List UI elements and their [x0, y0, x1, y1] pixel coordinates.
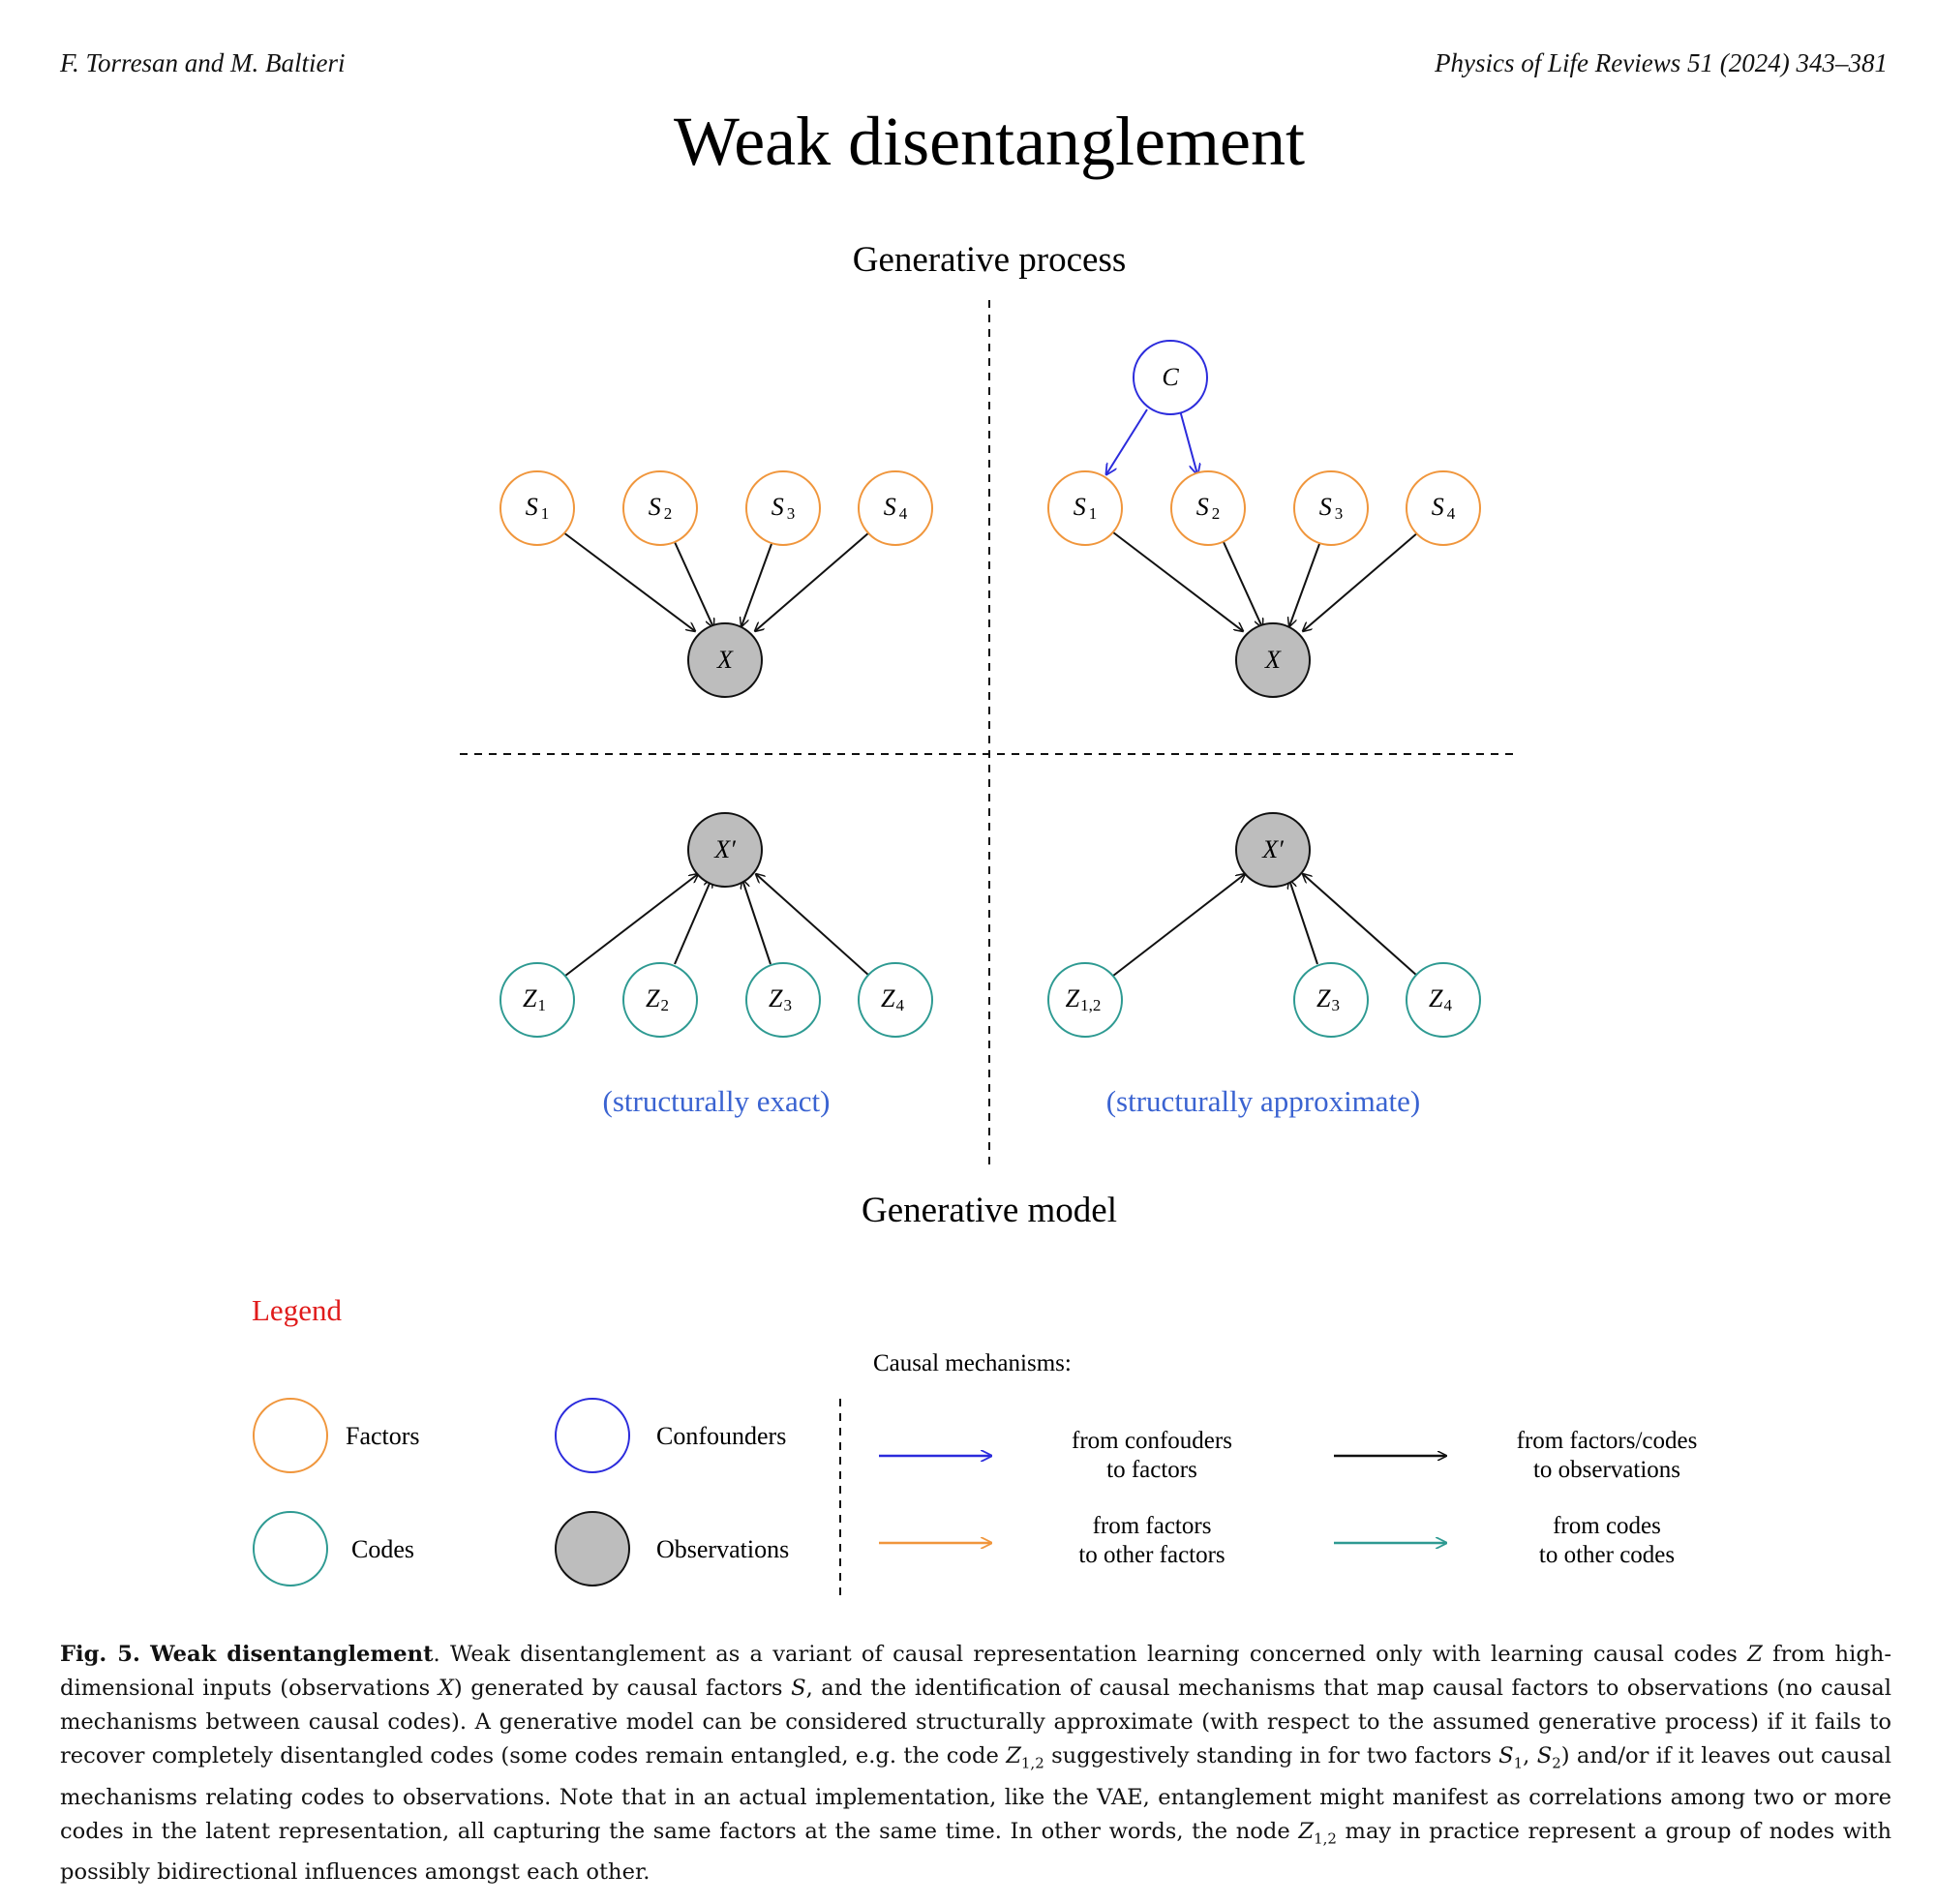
code-node-z3-right: Z3: [1293, 962, 1369, 1038]
panel-model-left: X′ Z1 Z2 Z3 Z4 (structurally exact): [499, 812, 933, 1118]
svg-text:S3: S3: [771, 493, 796, 523]
legend-m3-line1: from factors: [1093, 1513, 1212, 1539]
generative-model-label: Generative model: [862, 1191, 1117, 1230]
confounder-node-c: C: [1133, 340, 1208, 415]
svg-text:X: X: [1264, 646, 1282, 674]
running-header-authors: F. Torresan and M. Baltieri: [60, 48, 346, 77]
structurally-exact-label: (structurally exact): [603, 1084, 831, 1118]
figure-title: Weak disentanglement: [674, 103, 1305, 180]
svg-text:Z3: Z3: [1316, 984, 1340, 1014]
legend-confounders-label: Confounders: [656, 1422, 786, 1450]
panel-model-right: X′ Z1,2 Z3 Z4 (structurally approximate): [1047, 812, 1481, 1118]
edge-z2-xp: [674, 879, 711, 965]
legend-codes-swatch: [253, 1511, 328, 1587]
edge-z4-xp: [756, 874, 870, 977]
svg-text:S1: S1: [526, 493, 550, 523]
svg-text:Z3: Z3: [769, 984, 792, 1014]
svg-text:Z1,2: Z1,2: [1066, 984, 1102, 1014]
legend-m2-line2: to observations: [1533, 1457, 1680, 1483]
edge-s2-x-right: [1223, 541, 1262, 627]
edge-s3-x: [741, 543, 772, 626]
code-node-z3: Z3: [745, 962, 821, 1038]
legend-observations-label: Observations: [656, 1535, 789, 1563]
code-node-z1: Z1: [499, 962, 575, 1038]
observation-node-x-right: X: [1235, 622, 1311, 698]
svg-text:S4: S4: [1432, 493, 1456, 523]
legend-m3-line2: to other factors: [1078, 1542, 1225, 1568]
observation-node-x: X: [687, 622, 763, 698]
legend-m4-line2: to other codes: [1539, 1542, 1675, 1568]
svg-text:S2: S2: [1196, 493, 1221, 523]
edge-s1-x-right: [1112, 531, 1243, 631]
svg-text:S3: S3: [1319, 493, 1344, 523]
svg-text:S2: S2: [649, 493, 673, 523]
edge-c-s2: [1179, 409, 1197, 474]
edge-s1-x: [562, 531, 695, 631]
edge-z12-xp: [1112, 874, 1245, 977]
observation-node-xprime: X′: [687, 812, 763, 888]
svg-text:Z4: Z4: [881, 984, 904, 1014]
legend-m2-line1: from factors/codes: [1517, 1428, 1698, 1454]
legend-factors-label: Factors: [346, 1422, 420, 1450]
svg-text:S4: S4: [884, 493, 908, 523]
edge-c-s1: [1106, 408, 1148, 474]
svg-text:Z2: Z2: [646, 984, 669, 1014]
figure-diagram: Weak disentanglement Generative process …: [252, 103, 1697, 1597]
edge-s2-x: [674, 541, 713, 627]
figure-caption: Fig. 5. Weak disentanglement. Weak disen…: [60, 1642, 1892, 1886]
caption-title: Weak disentanglement: [150, 1642, 434, 1667]
running-header-journal: Physics of Life Reviews 51 (2024) 343–38…: [1435, 48, 1888, 77]
legend-m4-line1: from codes: [1553, 1513, 1661, 1539]
generative-process-label: Generative process: [853, 240, 1127, 280]
structurally-approximate-label: (structurally approximate): [1106, 1084, 1421, 1118]
edge-z4-xp-right: [1303, 874, 1418, 977]
legend-confounders-swatch: [555, 1398, 630, 1473]
legend-observations-swatch: [555, 1511, 630, 1587]
legend-m1-line1: from confouders: [1072, 1428, 1232, 1454]
svg-text:S1: S1: [1074, 493, 1098, 523]
edge-z1-xp: [564, 874, 698, 977]
edge-z3-xp-right: [1289, 880, 1318, 965]
edge-z3-xp: [742, 880, 771, 965]
svg-text:Z4: Z4: [1429, 984, 1452, 1014]
legend-m1-line2: to factors: [1106, 1457, 1197, 1483]
svg-text:X: X: [716, 646, 734, 674]
svg-text:C: C: [1162, 363, 1179, 391]
legend-mechanisms-title: Causal mechanisms:: [873, 1350, 1072, 1376]
code-node-z4: Z4: [858, 962, 933, 1038]
legend-title: Legend: [252, 1293, 342, 1327]
svg-text:Z1: Z1: [523, 984, 546, 1014]
legend-factors-swatch: [253, 1398, 328, 1473]
legend-codes-label: Codes: [351, 1535, 414, 1563]
code-node-z2: Z2: [622, 962, 698, 1038]
code-node-z12: Z1,2: [1047, 962, 1123, 1038]
caption-fig-label: Fig. 5.: [60, 1642, 140, 1667]
edge-s4-x-right: [1303, 531, 1419, 631]
code-node-z4-right: Z4: [1406, 962, 1481, 1038]
svg-text:X′: X′: [1261, 835, 1284, 863]
edge-s4-x: [755, 531, 870, 631]
observation-node-xprime-right: X′: [1235, 812, 1311, 888]
svg-text:X′: X′: [713, 835, 736, 863]
legend: Legend Factors Confounders Codes Observa…: [252, 1293, 1697, 1597]
edge-s3-x-right: [1289, 543, 1320, 626]
